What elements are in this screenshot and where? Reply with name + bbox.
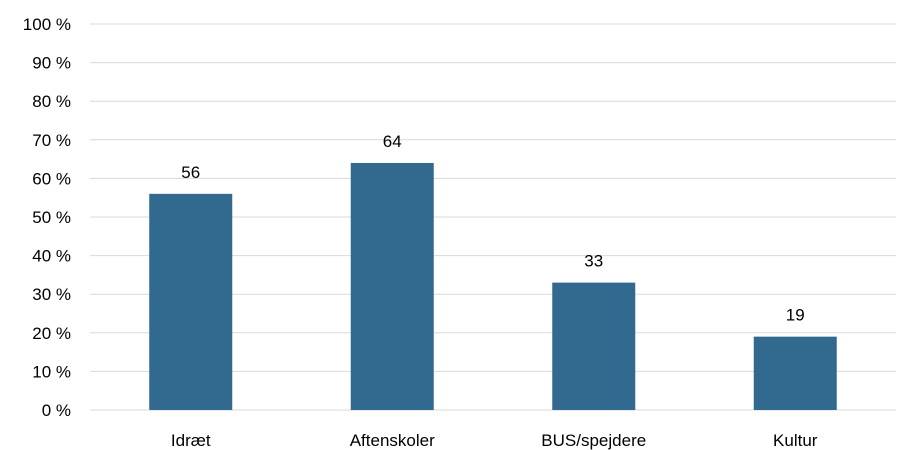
- bar: [350, 162, 434, 410]
- y-tick-label: 0 %: [42, 401, 71, 420]
- y-tick-label: 100 %: [23, 15, 71, 34]
- y-tick-label: 70 %: [32, 131, 71, 150]
- x-category-label: Idræt: [171, 431, 211, 450]
- bar: [753, 336, 837, 410]
- x-axis-category-labels: Idræt Aftenskoler BUS/spejdere Kultur: [171, 431, 818, 450]
- y-tick-label: 80 %: [32, 92, 71, 111]
- data-label: 56: [181, 163, 200, 182]
- y-tick-label: 90 %: [32, 54, 71, 73]
- y-axis-tick-labels: 0 % 10 % 20 % 30 % 40 % 50 % 60 % 70 % 80 % 90 % 1…: [23, 15, 71, 420]
- data-label: 19: [786, 306, 805, 325]
- y-tick-label: 20 %: [32, 324, 71, 343]
- data-label: 64: [383, 132, 402, 151]
- data-label: 33: [584, 252, 603, 271]
- x-category-label: Aftenskoler: [350, 431, 435, 450]
- y-tick-label: 10 %: [32, 362, 71, 381]
- y-tick-label: 60 %: [32, 169, 71, 188]
- bar: [149, 193, 233, 410]
- y-tick-label: 40 %: [32, 247, 71, 266]
- y-tick-label: 30 %: [32, 285, 71, 304]
- bars: [149, 162, 837, 410]
- y-tick-label: 50 %: [32, 208, 71, 227]
- bar: [552, 282, 636, 410]
- data-labels: 56 64 33 19: [181, 132, 804, 325]
- x-category-label: Kultur: [773, 431, 818, 450]
- x-category-label: BUS/spejdere: [541, 431, 646, 450]
